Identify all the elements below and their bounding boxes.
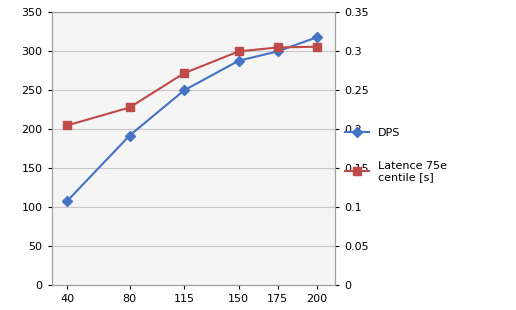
- DPS: [275, 50, 281, 53]
- Legend: DPS, Latence 75e
centile [s]: DPS, Latence 75e centile [s]: [341, 123, 452, 187]
- DPS: [314, 35, 320, 39]
- Line: DPS: DPS: [63, 33, 320, 205]
- DPS: [236, 59, 242, 63]
- Latence 75e
centile [s]: [236, 50, 242, 53]
- Latence 75e
centile [s]: [181, 71, 187, 75]
- Latence 75e
centile [s]: [275, 46, 281, 49]
- DPS: [181, 88, 187, 92]
- Latence 75e
centile [s]: [314, 45, 320, 49]
- Latence 75e
centile [s]: [64, 124, 70, 127]
- DPS: [126, 134, 133, 137]
- DPS: [64, 199, 70, 203]
- Line: Latence 75e
centile [s]: Latence 75e centile [s]: [63, 43, 320, 129]
- Latence 75e
centile [s]: [126, 106, 133, 109]
